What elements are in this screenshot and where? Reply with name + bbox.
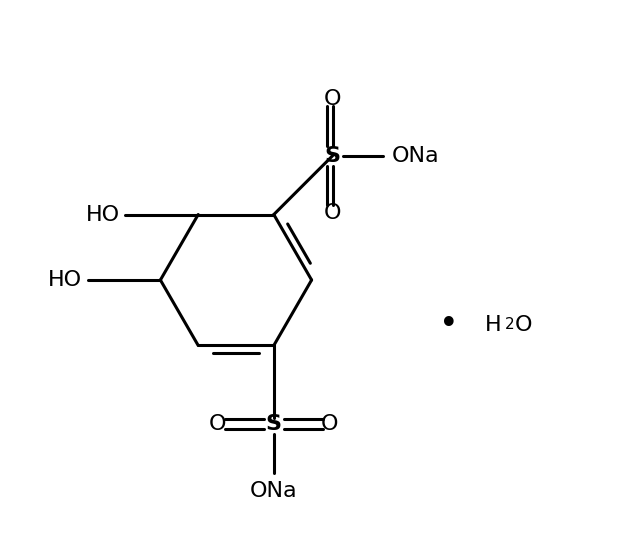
Text: O: O — [515, 315, 532, 335]
Text: H: H — [485, 315, 502, 335]
Text: S: S — [324, 146, 340, 166]
Text: O: O — [321, 414, 339, 434]
Text: S: S — [266, 414, 282, 434]
Text: ONa: ONa — [392, 146, 439, 166]
Text: HO: HO — [48, 270, 82, 290]
Text: •: • — [439, 309, 459, 341]
Text: O: O — [209, 414, 227, 434]
Text: ONa: ONa — [250, 481, 298, 501]
Text: O: O — [324, 88, 341, 109]
Text: O: O — [324, 203, 341, 223]
Text: 2: 2 — [506, 318, 515, 332]
Text: HO: HO — [86, 204, 120, 225]
